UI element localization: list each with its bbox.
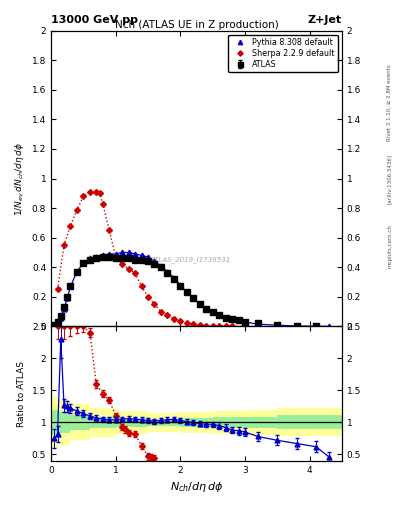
Text: ATLAS_2019_I1736531: ATLAS_2019_I1736531 [151,257,231,263]
Title: Nch (ATLAS UE in Z production): Nch (ATLAS UE in Z production) [115,20,278,30]
X-axis label: $N_{ch}/d\eta\,d\phi$: $N_{ch}/d\eta\,d\phi$ [170,480,223,494]
Text: Rivet 3.1.10, ≥ 2.8M events: Rivet 3.1.10, ≥ 2.8M events [387,64,392,141]
Text: 13000 GeV pp: 13000 GeV pp [51,15,138,25]
Y-axis label: Ratio to ATLAS: Ratio to ATLAS [17,360,26,426]
Text: [arXiv:1306.3436]: [arXiv:1306.3436] [387,154,392,204]
Text: Z+Jet: Z+Jet [308,15,342,25]
Legend: Pythia 8.308 default, Sherpa 2.2.9 default, ATLAS: Pythia 8.308 default, Sherpa 2.2.9 defau… [228,35,338,72]
Y-axis label: $1/N_{ev}\,dN_{ch}/d\eta\,d\phi$: $1/N_{ev}\,dN_{ch}/d\eta\,d\phi$ [13,141,26,216]
Text: mcplots.cern.ch: mcplots.cern.ch [387,224,392,268]
